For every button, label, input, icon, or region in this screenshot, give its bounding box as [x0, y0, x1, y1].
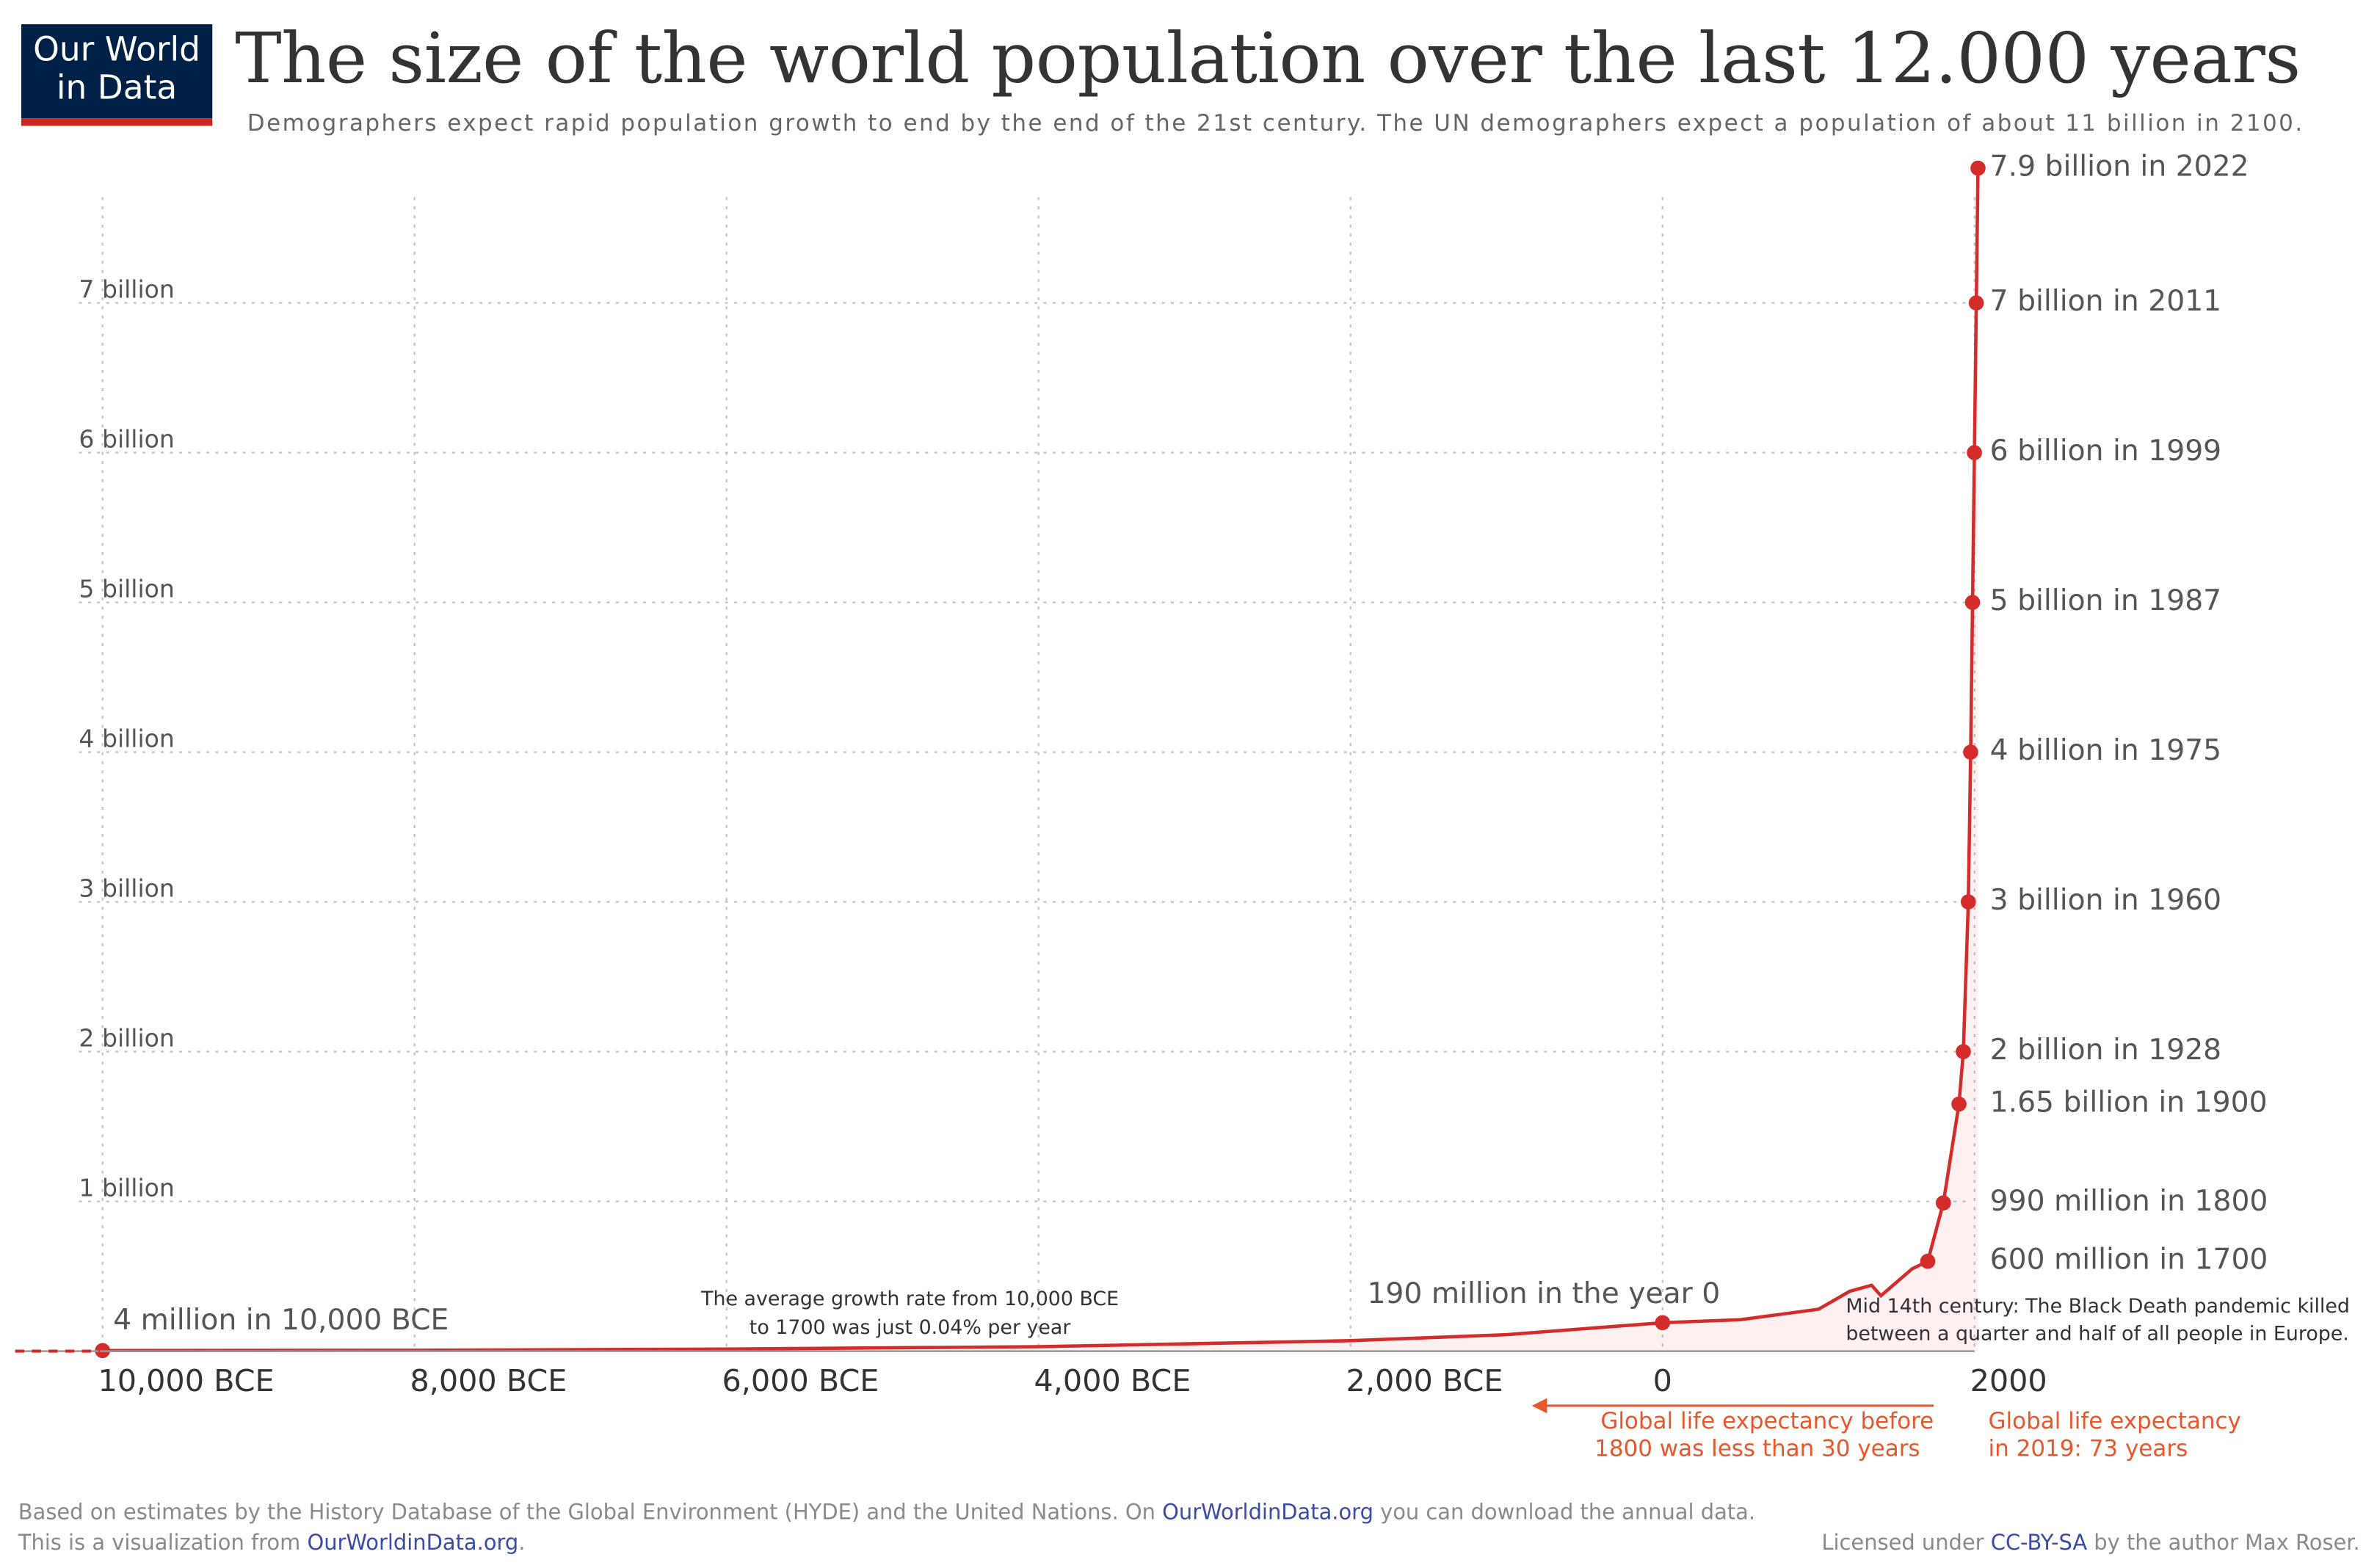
x-tick-label: 10,000 BCE [98, 1363, 274, 1398]
annotation: between a quarter and half of all people… [1846, 1322, 2348, 1345]
y-tick-label: 4 billion [79, 725, 174, 753]
annotation: Mid 14th century: The Black Death pandem… [1846, 1295, 2350, 1318]
point [1655, 1315, 1671, 1331]
logo-text: in Data [57, 68, 177, 106]
logo-box [21, 24, 213, 119]
footer-link[interactable]: CC-BY-SA [1991, 1530, 2088, 1555]
footer-text: . [518, 1530, 525, 1555]
annotation: Global life expectancy [1989, 1408, 2241, 1434]
footer: Based on estimates by the History Databa… [18, 1500, 1755, 1525]
x-tick-label: 4,000 BCE [1034, 1363, 1191, 1398]
y-tick-label: 5 billion [79, 575, 174, 603]
footer: Licensed under CC-BY-SA by the author Ma… [1821, 1530, 2359, 1555]
x-tick-label: 0 [1653, 1363, 1672, 1398]
annotation: to 1700 was just 0.04% per year [750, 1316, 1072, 1339]
footer-text: you can download the annual data. [1373, 1500, 1755, 1525]
footer-link[interactable]: OurWorldinData.org [307, 1530, 518, 1555]
point-label: 4 billion in 1975 [1990, 734, 2222, 767]
point [1964, 595, 1981, 610]
y-tick-label: 3 billion [79, 874, 174, 903]
annotation: 1800 was less than 30 years [1594, 1435, 1920, 1462]
point [1967, 445, 1982, 460]
x-tick-label: 2,000 BCE [1346, 1363, 1503, 1398]
point [1960, 894, 1976, 910]
footer: This is a visualization from OurWorldinD… [18, 1530, 526, 1555]
point [1951, 1096, 1967, 1112]
footer-text: This is a visualization from [18, 1530, 308, 1555]
footer-link[interactable]: OurWorldinData.org [1162, 1500, 1373, 1525]
point-label: 3 billion in 1960 [1990, 884, 2222, 917]
point [1968, 295, 1984, 311]
y-tick-label: 6 billion [79, 425, 174, 454]
footer-text: by the author Max Roser. [2087, 1530, 2360, 1555]
annotation: in 2019: 73 years [1989, 1435, 2188, 1462]
logo-text: Our World [33, 30, 200, 69]
x-tick-label: 2000 [1970, 1363, 2047, 1398]
point [1956, 1044, 1971, 1059]
logo-bar [21, 118, 213, 126]
point-label: 7 billion in 2011 [1990, 285, 2222, 318]
point-label: 6 billion in 1999 [1990, 435, 2222, 468]
point [1920, 1253, 1936, 1269]
line [102, 168, 1980, 1353]
footer-text: Based on estimates by the History Databa… [18, 1500, 1162, 1525]
chart-subtitle: Demographers expect rapid population gro… [247, 110, 2302, 137]
arrow-head [1531, 1398, 1547, 1414]
point-label: 5 billion in 1987 [1990, 584, 2222, 617]
point [1970, 160, 1986, 176]
point-label: 4 million in 10,000 BCE [113, 1304, 449, 1337]
chart-title: The size of the world population over th… [235, 18, 2301, 99]
point-label: 7.9 billion in 2022 [1990, 150, 2249, 184]
footer-text: Licensed under [1821, 1530, 1990, 1555]
plot-area: 1 billion 2 billion 3 billion 4 billion 5 bi… [79, 150, 2268, 1398]
annotation: Global life expectancy before [1600, 1408, 1934, 1434]
point-label: 600 million in 1700 [1990, 1244, 2268, 1277]
y-tick-label: 2 billion [79, 1024, 174, 1053]
point [1963, 744, 1978, 760]
annotation: The average growth rate from 10,000 BCE [700, 1288, 1119, 1310]
point-label: 190 million in the year 0 [1367, 1277, 1720, 1310]
y-tick-label: 1 billion [79, 1174, 174, 1202]
y-tick-label: 7 billion [79, 275, 174, 304]
x-tick-label: 6,000 BCE [722, 1363, 879, 1398]
point-label: 990 million in 1800 [1990, 1185, 2268, 1218]
x-tick-label: 8,000 BCE [410, 1363, 567, 1398]
point-label: 1.65 billion in 1900 [1990, 1086, 2268, 1119]
area [102, 168, 1978, 1351]
point-label: 2 billion in 1928 [1990, 1034, 2222, 1067]
point [1935, 1195, 1951, 1211]
